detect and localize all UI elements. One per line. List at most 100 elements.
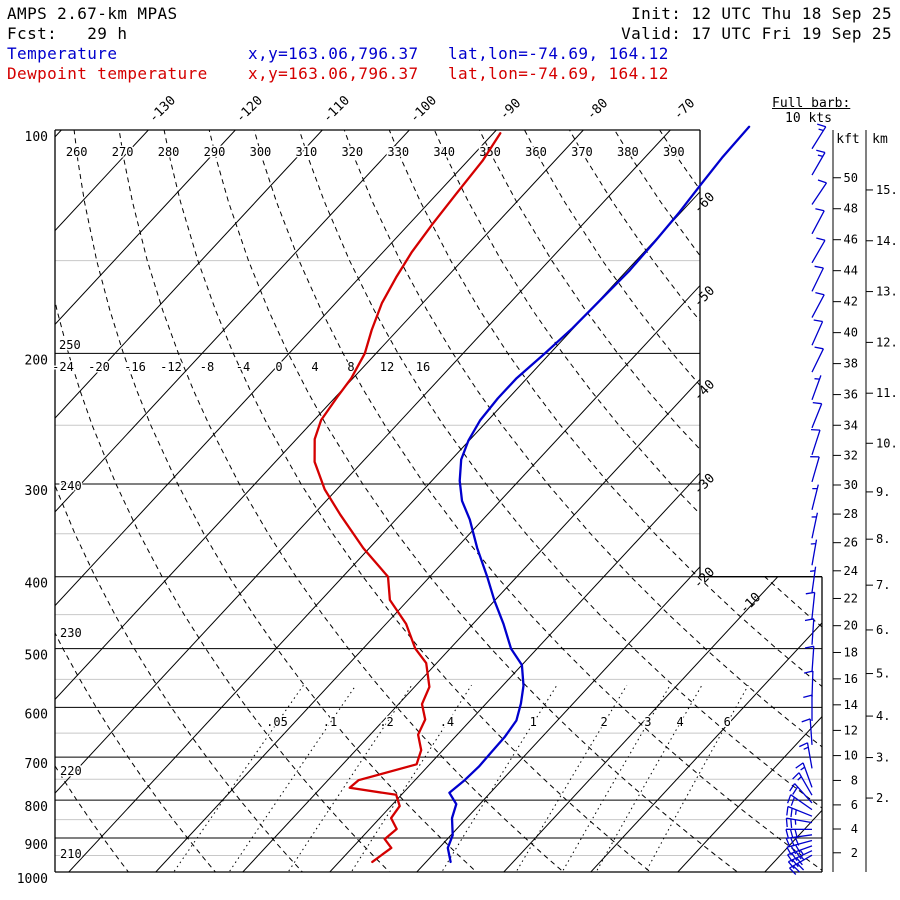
row-200-label: -16 <box>124 360 146 374</box>
row-200-label: 8 <box>347 360 354 374</box>
kft-scale-label: 30 <box>844 478 858 492</box>
kft-scale-label: 16 <box>844 672 858 686</box>
wind-barb <box>804 618 815 645</box>
wind-barb <box>810 428 821 456</box>
isotherm-top-label: -130 <box>146 93 179 126</box>
dry-adiabat-line <box>55 130 142 872</box>
mixing-ratio-label: 3 <box>644 715 651 729</box>
kft-scale-label: 14 <box>844 698 858 712</box>
kft-scale-label: 22 <box>844 591 858 605</box>
isotherm-diag-label: -10 <box>737 590 764 617</box>
wind-barb <box>786 805 813 818</box>
kft-scale-label: 2 <box>851 846 858 860</box>
wind-barb <box>799 742 813 769</box>
kft-scale-label: 4 <box>851 822 858 836</box>
isotherm-right-label: -50 <box>691 283 718 310</box>
row-200-label: 0 <box>275 360 282 374</box>
dry-adiabat-line <box>343 130 822 872</box>
isotherm-line <box>68 130 758 872</box>
km-scale-label: 9. <box>876 485 890 499</box>
dry-adiabat-line <box>55 130 230 872</box>
temperature-xy: x,y=163.06,796.37 <box>248 44 419 63</box>
kft-scale-label: 6 <box>851 798 858 812</box>
mixing-ratio-line <box>506 684 628 872</box>
theta-top-label: 380 <box>617 145 639 159</box>
mixing-ratio-line <box>586 684 703 872</box>
mixing-ratio-label: 1 <box>530 715 537 729</box>
wind-barb-column <box>785 123 828 875</box>
theta-top-label: 310 <box>296 145 318 159</box>
isotherm-line <box>155 130 822 872</box>
theta-top-label: 360 <box>525 145 547 159</box>
pressure-axis-label: 300 <box>25 484 48 499</box>
isotherm-top-label: -70 <box>671 96 698 123</box>
wind-barb <box>804 645 815 673</box>
kft-scale-label: 20 <box>844 619 858 633</box>
wind-barb <box>811 149 826 176</box>
mixing-ratio-label: 6 <box>724 715 731 729</box>
altitude-scales: 2468101214161820222426283032343638404244… <box>832 130 898 872</box>
mixing-ratio-label: .05 <box>266 715 288 729</box>
wind-barb <box>811 179 828 205</box>
wind-barb <box>805 591 816 619</box>
isotherm-top-label: -110 <box>320 93 353 126</box>
theta-top-label: 320 <box>341 145 363 159</box>
dry-adiabat-line <box>208 130 759 872</box>
wind-barb <box>785 817 813 828</box>
dry-adiabat-line <box>253 130 822 872</box>
row-200-label: -20 <box>88 360 110 374</box>
wind-barb <box>792 772 813 796</box>
pressure-axis-label: 500 <box>25 649 48 664</box>
kft-scale-label: 10 <box>844 749 858 763</box>
wind-barb <box>795 762 813 788</box>
mixing-ratio-label: .1 <box>323 715 337 729</box>
wind-barb <box>811 512 819 539</box>
wind-barb <box>811 291 825 318</box>
row-200-label: -4 <box>236 360 250 374</box>
dry-adiabat-line <box>569 130 822 872</box>
isotherm-right-label: -30 <box>691 471 718 498</box>
kft-scale-label: 12 <box>844 723 858 737</box>
mixing-ratio-label: .4 <box>440 715 454 729</box>
pressure-axis-label: 200 <box>25 353 48 368</box>
wind-barb <box>811 237 826 264</box>
theta-top-label: 370 <box>571 145 593 159</box>
kft-scale-label: 48 <box>844 202 858 216</box>
temperature-latlon: lat,lon=-74.69, 164.12 <box>448 44 669 63</box>
theta-top-label: 340 <box>433 145 455 159</box>
isotherm-line <box>55 130 149 872</box>
mixing-ratio-line <box>218 684 357 872</box>
wind-barb <box>810 456 820 483</box>
wind-barb <box>810 566 817 593</box>
kft-scale-label: 38 <box>844 357 858 371</box>
theta-top-label: 330 <box>387 145 409 159</box>
kft-scale-label: 18 <box>844 645 858 659</box>
theta-left-label: 250 <box>59 338 81 352</box>
isotherm-line <box>590 130 822 872</box>
km-scale-label: 12. <box>876 335 898 349</box>
full-barb-legend-line1: Full barb: <box>772 96 851 111</box>
theta-left-label: 240 <box>60 479 82 493</box>
km-scale-label: 14. <box>876 234 898 248</box>
kft-scale-label: 50 <box>844 171 858 185</box>
kft-scale-label: 34 <box>844 418 858 432</box>
dry-adiabat-line <box>163 130 671 872</box>
kft-scale-label: 36 <box>844 388 858 402</box>
isotherm-line <box>55 130 410 872</box>
row-200-label: 12 <box>380 360 394 374</box>
dewpoint-curve <box>313 132 502 864</box>
pressure-axis-label: 400 <box>25 577 48 592</box>
km-scale-label: 7. <box>876 578 890 592</box>
pressure-axis-label: 800 <box>25 800 48 815</box>
row-200-label: -12 <box>160 360 182 374</box>
mixing-ratio-label: .2 <box>379 715 393 729</box>
wind-barb <box>811 123 827 150</box>
wind-barb <box>786 794 813 811</box>
km-scale-label: 6. <box>876 623 890 637</box>
kft-scale-label: 28 <box>844 507 858 521</box>
wind-barb <box>789 783 813 804</box>
theta-left-label: 210 <box>60 847 82 861</box>
theta-top-label: 290 <box>204 145 226 159</box>
